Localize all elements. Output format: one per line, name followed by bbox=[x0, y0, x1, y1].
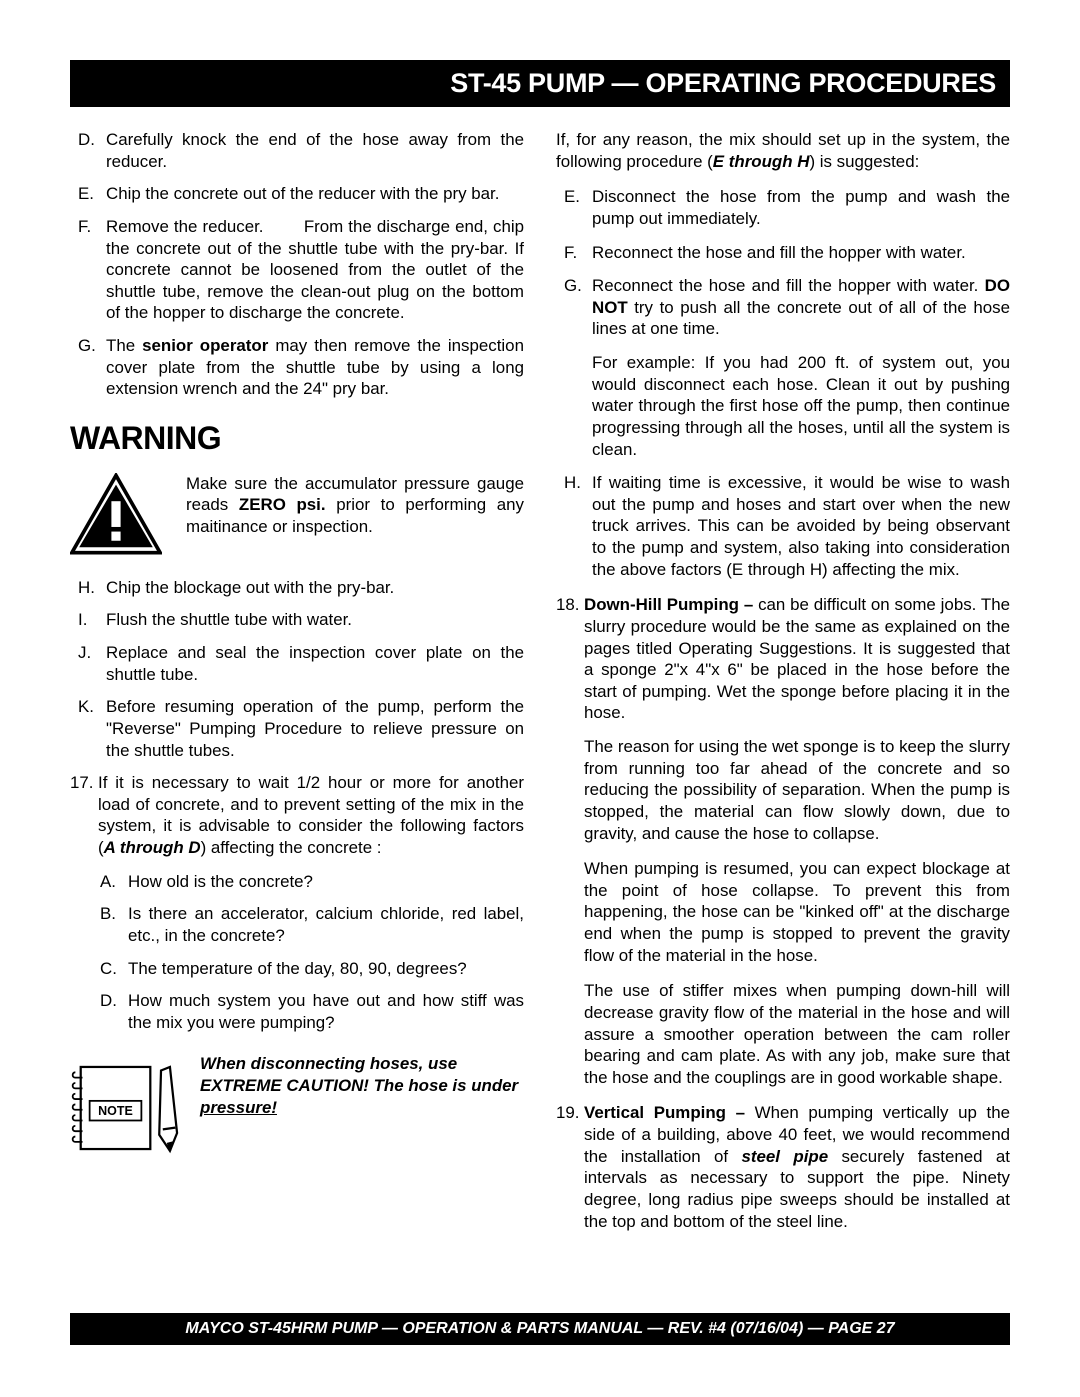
item-17-post: ) affecting the concrete : bbox=[201, 838, 382, 857]
item-17: 17. If it is necessary to wait 1/2 hour … bbox=[70, 772, 524, 1033]
header-bar: ST-45 PUMP — OPERATING PROCEDURES bbox=[70, 60, 1010, 107]
item-J-text: Replace and seal the inspection cover pl… bbox=[106, 643, 524, 684]
letter-K: K. bbox=[78, 696, 94, 718]
item-F2-text: Reconnect the hose and fill the hopper w… bbox=[592, 243, 966, 262]
item-E-text: Chip the concrete out of the reducer wit… bbox=[106, 184, 499, 203]
letter-D2: D. bbox=[100, 990, 117, 1012]
letter-E: E. bbox=[78, 183, 94, 205]
list-DE: D. Carefully knock the end of the hose aw… bbox=[70, 129, 524, 400]
letter-B: B. bbox=[100, 903, 116, 925]
letter-E2: E. bbox=[564, 186, 580, 208]
item-C: C.The temperature of the day, 80, 90, de… bbox=[128, 958, 524, 980]
item-I: I.Flush the shuttle tube with water. bbox=[106, 609, 524, 631]
letter-F2: F. bbox=[564, 242, 577, 264]
item-E2: E.Disconnect the hose from the pump and … bbox=[592, 186, 1010, 229]
item-18-p2: The reason for using the wet sponge is t… bbox=[556, 736, 1010, 844]
list-HK: H. Chip the blockage out with the pry-bar… bbox=[70, 577, 524, 761]
num-17: 17. bbox=[70, 772, 93, 794]
item-19-bold: Vertical Pumping – bbox=[584, 1103, 745, 1122]
letter-H: H. bbox=[78, 577, 95, 599]
item-E: E.Chip the concrete out of the reducer w… bbox=[106, 183, 524, 205]
item-H2-text: If waiting time is excessive, it would b… bbox=[592, 473, 1010, 579]
content-columns: D. Carefully knock the end of the hose aw… bbox=[70, 129, 1010, 1244]
item-G2-post: try to push all the concrete out of all … bbox=[592, 298, 1010, 339]
item-18-post: can be difficult on some jobs. The slurr… bbox=[584, 595, 1010, 722]
item-F-pre: Remove the reducer. bbox=[106, 217, 264, 236]
note-block: NOTE When disconnecting hoses, use EXTRE… bbox=[70, 1053, 524, 1163]
warning-text: Make sure the accumulator pressure gauge… bbox=[186, 473, 524, 538]
warning-block: Make sure the accumulator pressure gauge… bbox=[70, 473, 524, 557]
item-D-text: Carefully knock the end of the hose away… bbox=[106, 130, 524, 171]
right-intro-post: ) is suggested: bbox=[809, 152, 919, 171]
letter-D: D. bbox=[78, 129, 95, 151]
right-column: If, for any reason, the mix should set u… bbox=[556, 129, 1010, 1244]
item-H2: H.If waiting time is excessive, it would… bbox=[592, 472, 1010, 580]
letter-I: I. bbox=[78, 609, 87, 631]
item-D: D.Carefully knock the end of the hose aw… bbox=[106, 129, 524, 172]
item-C-text: The temperature of the day, 80, 90, degr… bbox=[128, 959, 467, 978]
note-pre: When disconnecting hoses, use EXTREME CA… bbox=[200, 1054, 518, 1095]
item-G2-pre: Reconnect the hose and fill the hopper w… bbox=[592, 276, 985, 295]
item-18-p4: The use of stiffer mixes when pumping do… bbox=[556, 980, 1010, 1088]
note-underline: pressure! bbox=[200, 1098, 277, 1117]
letter-F: F. bbox=[78, 216, 91, 238]
item-18-bold: Down-Hill Pumping – bbox=[584, 595, 753, 614]
warning-triangle-icon bbox=[70, 473, 162, 557]
item-19-bi: steel pipe bbox=[742, 1147, 829, 1166]
item-G-bold: senior operator bbox=[142, 336, 268, 355]
item-D2-text: How much system you have out and how sti… bbox=[128, 991, 524, 1032]
item-H: H.Chip the blockage out with the pry-bar… bbox=[106, 577, 524, 599]
num-18: 18. bbox=[556, 594, 579, 616]
note-label: NOTE bbox=[98, 1105, 133, 1119]
item-B: B.Is there an accelerator, calcium chlor… bbox=[128, 903, 524, 946]
item-K-text: Before resuming operation of the pump, p… bbox=[106, 697, 524, 759]
note-text: When disconnecting hoses, use EXTREME CA… bbox=[200, 1053, 524, 1118]
footer-bar: MAYCO ST-45HRM PUMP — OPERATION & PARTS … bbox=[70, 1313, 1010, 1345]
warning-heading: WARNING bbox=[70, 418, 524, 459]
list-EH-right: E. Disconnect the hose from the pump and … bbox=[556, 186, 1010, 580]
right-intro-bi: E through H bbox=[713, 152, 810, 171]
item-A: A.How old is the concrete? bbox=[128, 871, 524, 893]
item-H-text: Chip the blockage out with the pry-bar. bbox=[106, 578, 394, 597]
item-G2: G.Reconnect the hose and fill the hopper… bbox=[592, 275, 1010, 460]
item-17-bi: A through D bbox=[104, 838, 201, 857]
right-intro: If, for any reason, the mix should set u… bbox=[556, 129, 1010, 172]
warning-bold: ZERO psi. bbox=[239, 495, 326, 514]
item-F2: F. Reconnect the hose and fill the hoppe… bbox=[592, 242, 1010, 264]
letter-G2: G. bbox=[564, 275, 582, 297]
item-I-text: Flush the shuttle tube with water. bbox=[106, 610, 352, 629]
item-D2: D.How much system you have out and how s… bbox=[128, 990, 524, 1033]
item-19: 19. Vertical Pumping – When pumping vert… bbox=[556, 1102, 1010, 1232]
num-19: 19. bbox=[556, 1102, 579, 1124]
item-G-pre: The bbox=[106, 336, 142, 355]
left-column: D. Carefully knock the end of the hose aw… bbox=[70, 129, 524, 1244]
notepad-pencil-icon: NOTE bbox=[70, 1053, 186, 1163]
letter-C: C. bbox=[100, 958, 117, 980]
letter-G: G. bbox=[78, 335, 96, 357]
item-E2-text: Disconnect the hose from the pump and wa… bbox=[592, 187, 1010, 228]
letter-A: A. bbox=[100, 871, 116, 893]
item-F: F.Remove the reducer. From the discharge… bbox=[106, 216, 524, 324]
item-G2-p2: For example: If you had 200 ft. of syste… bbox=[592, 352, 1010, 460]
item-A-text: How old is the concrete? bbox=[128, 872, 313, 891]
item-G: G.The senior operator may then remove th… bbox=[106, 335, 524, 400]
list-AD: A.How old is the concrete? B.Is there an… bbox=[98, 871, 524, 1034]
letter-J: J. bbox=[78, 642, 91, 664]
item-18-p3: When pumping is resumed, you can expect … bbox=[556, 858, 1010, 966]
item-J: J.Replace and seal the inspection cover … bbox=[106, 642, 524, 685]
item-K: K.Before resuming operation of the pump,… bbox=[106, 696, 524, 761]
letter-H2: H. bbox=[564, 472, 581, 494]
item-B-text: Is there an accelerator, calcium chlorid… bbox=[128, 904, 524, 945]
item-18: 18. Down-Hill Pumping – can be difficult… bbox=[556, 594, 1010, 724]
